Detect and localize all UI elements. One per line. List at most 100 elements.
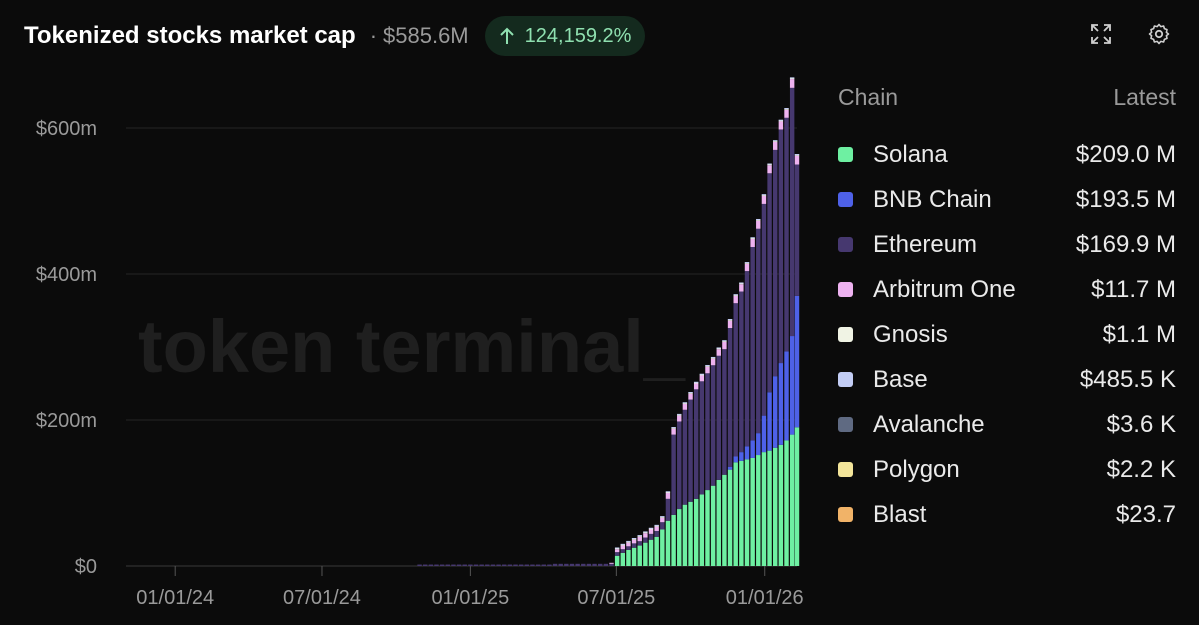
bar-segment-ethereum[interactable] <box>609 563 614 566</box>
bar-segment-ethereum[interactable] <box>569 563 575 566</box>
bar-segment-base[interactable] <box>794 154 800 156</box>
bar-segment-ethereum[interactable] <box>671 434 676 515</box>
bar-segment-ethereum[interactable] <box>733 303 738 457</box>
bar-segment-base[interactable] <box>789 77 795 79</box>
bar-segment-arbitrum-one[interactable] <box>727 320 733 329</box>
bar-segment-ethereum[interactable] <box>789 87 795 337</box>
bar-segment-gnosis[interactable] <box>773 140 778 142</box>
bar-segment-bnb-chain[interactable] <box>773 376 778 448</box>
bar-segment-arbitrum-one[interactable] <box>739 284 744 292</box>
bar-segment-base[interactable] <box>665 491 671 493</box>
bar-segment-ethereum[interactable] <box>417 564 422 566</box>
bar-segment-gnosis[interactable] <box>699 374 705 376</box>
bar-segment-bnb-chain[interactable] <box>789 336 795 435</box>
bar-segment-gnosis[interactable] <box>693 382 699 384</box>
bar-segment-arbitrum-one[interactable] <box>688 393 693 400</box>
bar-segment-base[interactable] <box>784 108 789 110</box>
bar-segment-gnosis[interactable] <box>794 154 800 156</box>
bar-segment-base[interactable] <box>677 413 682 415</box>
bar-segment-solana[interactable] <box>688 501 693 566</box>
bar-segment-gnosis[interactable] <box>716 348 721 350</box>
bar-segment-base[interactable] <box>744 262 750 264</box>
bar-segment-ethereum[interactable] <box>682 409 688 505</box>
bar-segment-solana[interactable] <box>733 462 738 566</box>
bar-segment-arbitrum-one[interactable] <box>761 195 767 204</box>
bar-segment-base[interactable] <box>705 364 710 366</box>
bar-segment-bnb-chain[interactable] <box>778 363 784 445</box>
bar-segment-ethereum[interactable] <box>643 537 648 543</box>
bar-segment-arbitrum-one[interactable] <box>643 533 648 538</box>
bar-segment-gnosis[interactable] <box>660 516 665 518</box>
bar-segment-base[interactable] <box>631 537 637 539</box>
bar-segment-gnosis[interactable] <box>654 525 659 527</box>
bar-segment-solana[interactable] <box>654 536 659 566</box>
bar-segment-base[interactable] <box>688 391 693 393</box>
bar-segment-base[interactable] <box>671 427 676 429</box>
bar-segment-ethereum[interactable] <box>479 564 484 566</box>
bar-segment-ethereum[interactable] <box>620 549 626 553</box>
bar-segment-ethereum[interactable] <box>705 373 710 491</box>
bar-segment-arbitrum-one[interactable] <box>671 428 676 435</box>
bar-segment-ethereum[interactable] <box>716 355 721 480</box>
bar-segment-ethereum[interactable] <box>603 563 609 566</box>
bar-segment-ethereum[interactable] <box>485 564 490 566</box>
bar-segment-gnosis[interactable] <box>626 541 631 543</box>
bar-segment-bnb-chain[interactable] <box>739 452 744 461</box>
bar-segment-ethereum[interactable] <box>496 564 501 566</box>
bar-segment-arbitrum-one[interactable] <box>767 165 772 174</box>
bar-segment-arbitrum-one[interactable] <box>778 121 784 130</box>
bar-segment-ethereum[interactable] <box>473 564 479 566</box>
legend-item-blast[interactable]: Blast $23.7 <box>838 492 1176 537</box>
bar-segment-solana[interactable] <box>677 509 682 566</box>
bar-segment-ethereum[interactable] <box>722 349 727 475</box>
bar-segment-gnosis[interactable] <box>705 365 710 367</box>
legend-item-ethereum[interactable]: Ethereum $169.9 M <box>838 222 1176 267</box>
bar-segment-ethereum[interactable] <box>575 563 580 566</box>
bar-segment-arbitrum-one[interactable] <box>660 517 665 523</box>
bar-segment-gnosis[interactable] <box>756 219 761 221</box>
bar-segment-solana[interactable] <box>660 529 665 567</box>
bar-segment-gnosis[interactable] <box>637 535 642 537</box>
bar-segment-ethereum[interactable] <box>524 564 530 566</box>
bar-segment-gnosis[interactable] <box>739 283 744 285</box>
bar-segment-ethereum[interactable] <box>547 564 552 566</box>
bar-segment-bnb-chain[interactable] <box>767 392 772 451</box>
bar-segment-bnb-chain[interactable] <box>744 446 750 460</box>
legend-item-gnosis[interactable]: Gnosis $1.1 M <box>838 312 1176 357</box>
bar-segment-base[interactable] <box>699 373 705 375</box>
bar-segment-solana[interactable] <box>767 450 772 566</box>
bar-segment-ethereum[interactable] <box>784 117 789 352</box>
bar-segment-ethereum[interactable] <box>428 564 434 566</box>
bar-segment-base[interactable] <box>733 294 738 296</box>
bar-segment-solana[interactable] <box>727 469 733 566</box>
bar-segment-arbitrum-one[interactable] <box>665 493 671 499</box>
bar-segment-solana[interactable] <box>671 514 676 566</box>
bar-segment-ethereum[interactable] <box>445 564 450 566</box>
bar-segment-arbitrum-one[interactable] <box>614 549 620 553</box>
bar-segment-base[interactable] <box>626 540 631 542</box>
legend-item-arbitrum-one[interactable]: Arbitrum One $11.7 M <box>838 267 1176 312</box>
bar-segment-solana[interactable] <box>794 427 800 566</box>
bar-segment-ethereum[interactable] <box>750 246 755 441</box>
bar-segment-solana[interactable] <box>761 452 767 566</box>
bar-segment-ethereum[interactable] <box>665 498 671 521</box>
bar-segment-arbitrum-one[interactable] <box>626 542 631 547</box>
bar-segment-bnb-chain[interactable] <box>727 466 733 470</box>
bar-segment-base[interactable] <box>750 237 755 239</box>
bar-segment-ethereum[interactable] <box>778 129 784 364</box>
bar-segment-bnb-chain[interactable] <box>756 433 761 456</box>
bar-segment-ethereum[interactable] <box>434 564 439 566</box>
bar-segment-arbitrum-one[interactable] <box>733 295 738 304</box>
bar-segment-base[interactable] <box>778 119 784 121</box>
bar-segment-arbitrum-one[interactable] <box>705 366 710 374</box>
bar-segment-base[interactable] <box>716 347 721 349</box>
bar-segment-solana[interactable] <box>648 539 654 566</box>
bar-segment-gnosis[interactable] <box>727 319 733 321</box>
bar-segment-arbitrum-one[interactable] <box>750 238 755 247</box>
bar-segment-ethereum[interactable] <box>592 563 597 566</box>
bar-segment-ethereum[interactable] <box>677 421 682 510</box>
bar-segment-arbitrum-one[interactable] <box>682 403 688 410</box>
bar-segment-ethereum[interactable] <box>462 564 467 566</box>
bar-segment-ethereum[interactable] <box>490 564 496 566</box>
bar-segment-solana[interactable] <box>756 455 761 566</box>
